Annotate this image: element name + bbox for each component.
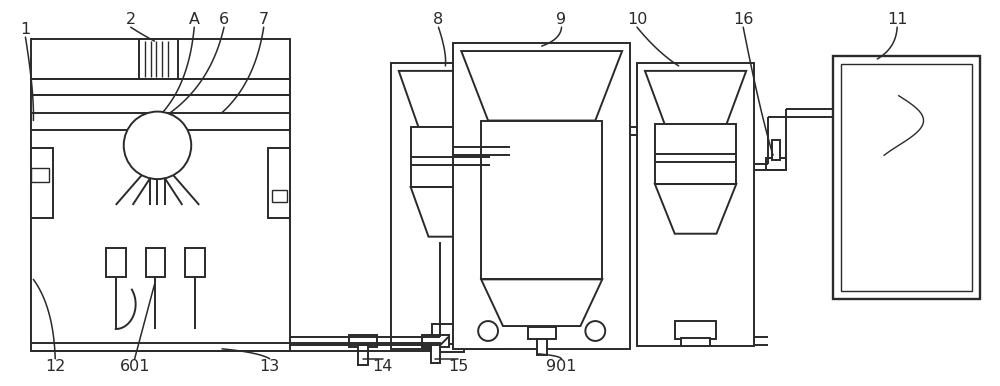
Text: 2: 2 [126, 12, 136, 27]
Text: 11: 11 [887, 12, 907, 27]
Polygon shape [645, 71, 746, 125]
Text: 8: 8 [433, 12, 444, 27]
Text: 6: 6 [219, 12, 229, 27]
Text: 601: 601 [119, 359, 150, 374]
Bar [146, 247, 165, 278]
Bar [528, 327, 556, 339]
Bar [655, 125, 736, 184]
Bar [139, 39, 178, 79]
Bar [411, 127, 490, 187]
Bar [453, 43, 630, 349]
Text: 9: 9 [556, 12, 567, 27]
Polygon shape [655, 184, 736, 234]
Bar [537, 339, 547, 355]
Polygon shape [411, 187, 490, 237]
Text: 10: 10 [627, 12, 647, 27]
Text: 7: 7 [259, 12, 269, 27]
Bar [772, 141, 780, 160]
Text: 16: 16 [733, 12, 753, 27]
Bar [31, 148, 53, 218]
Bar [268, 148, 290, 218]
Bar [31, 79, 290, 95]
Bar [681, 338, 710, 346]
Bar [431, 343, 440, 363]
Text: 901: 901 [546, 359, 577, 374]
Bar [841, 64, 972, 291]
Bar [766, 158, 786, 170]
Text: 15: 15 [448, 359, 468, 374]
Text: 12: 12 [45, 359, 65, 374]
Polygon shape [481, 279, 602, 326]
Bar [272, 190, 287, 202]
Text: A: A [189, 12, 200, 27]
Bar [106, 247, 126, 278]
Circle shape [585, 321, 605, 341]
Bar [436, 344, 464, 352]
Bar [675, 321, 716, 339]
Bar [31, 39, 290, 351]
Bar [138, 135, 177, 143]
Bar [31, 113, 290, 130]
Bar [432, 324, 468, 344]
Text: 13: 13 [260, 359, 280, 374]
Bar [391, 63, 510, 349]
Bar [31, 168, 49, 182]
Circle shape [124, 112, 191, 179]
Bar [349, 335, 377, 347]
Polygon shape [461, 51, 622, 120]
Circle shape [478, 321, 498, 341]
Text: 1: 1 [20, 22, 31, 37]
Bar [422, 335, 449, 347]
Bar [637, 63, 754, 346]
Bar [138, 147, 177, 155]
Bar [358, 345, 368, 365]
Bar [481, 120, 602, 279]
Polygon shape [399, 71, 502, 127]
Text: 14: 14 [373, 359, 393, 374]
Bar [833, 56, 980, 299]
Bar [185, 247, 205, 278]
